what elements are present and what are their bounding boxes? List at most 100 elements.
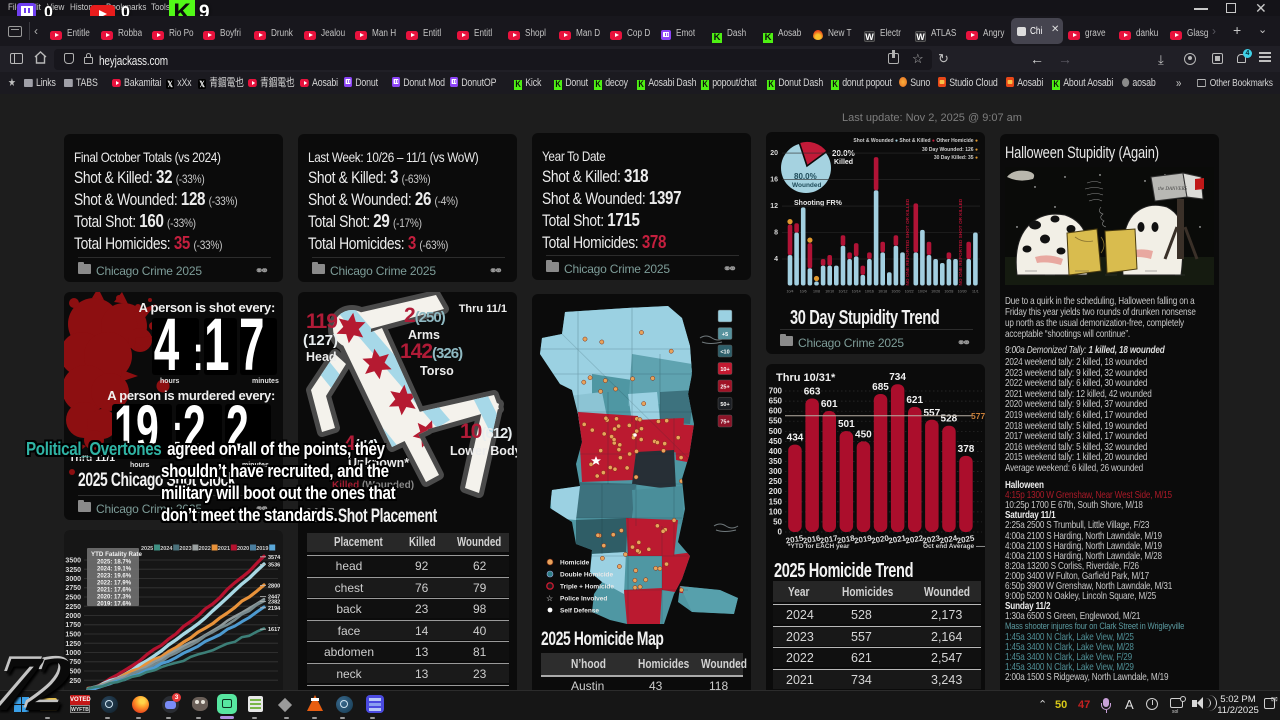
svg-text:+5: +5 [722, 332, 728, 338]
svg-text:150: 150 [769, 497, 783, 506]
svg-text:2019: 2019 [256, 546, 268, 552]
svg-text:250: 250 [769, 477, 783, 486]
svg-text:2750: 2750 [65, 585, 81, 592]
svg-text:2022: 2022 [199, 546, 211, 552]
svg-text:650: 650 [769, 397, 783, 406]
svg-text:2025: 2025 [956, 533, 976, 545]
svg-text:10/20: 10/20 [891, 290, 900, 294]
svg-text:434: 434 [787, 433, 804, 444]
svg-text:2019: 17.6%: 2019: 17.6% [97, 602, 132, 608]
svg-text:2250: 2250 [65, 604, 81, 611]
svg-text:300: 300 [769, 467, 783, 476]
svg-text:10/26: 10/26 [931, 290, 940, 294]
svg-text:Killed: Killed [834, 159, 853, 166]
svg-text:☆: ☆ [546, 594, 553, 603]
svg-text:10/6: 10/6 [800, 290, 807, 294]
svg-text:10/22: 10/22 [905, 290, 914, 294]
svg-text:2800: 2800 [268, 583, 280, 589]
svg-text:2023: 2023 [179, 546, 191, 552]
svg-text:1750: 1750 [65, 622, 81, 629]
svg-text:2020: 2020 [237, 546, 249, 552]
svg-text:1250: 1250 [65, 641, 81, 648]
svg-text:1000: 1000 [65, 650, 81, 657]
svg-text:10/28: 10/28 [944, 290, 953, 294]
svg-text:2024: 19.1%: 2024: 19.1% [97, 567, 132, 573]
svg-text:2000: 2000 [65, 613, 81, 620]
svg-text:Oct end Average ——: Oct end Average —— [923, 543, 985, 550]
svg-text:Shooting FR%: Shooting FR% [794, 200, 843, 207]
svg-text:11/1: 11/1 [972, 290, 979, 294]
svg-text:557: 557 [923, 408, 940, 419]
svg-text:2021: 2021 [888, 533, 908, 545]
svg-text:Police Involved: Police Involved [560, 596, 607, 603]
svg-text:NO ONE REPORTED SHOT OR KILLED: NO ONE REPORTED SHOT OR KILLED [905, 198, 910, 285]
svg-text:0: 0 [778, 528, 783, 537]
svg-text:Wounded: Wounded [792, 182, 822, 189]
svg-text:12: 12 [770, 203, 778, 210]
svg-text:10/12: 10/12 [839, 290, 848, 294]
svg-text:601: 601 [821, 399, 838, 410]
svg-text:2021: 2021 [218, 546, 230, 552]
svg-text:1617: 1617 [268, 627, 280, 633]
svg-text:200: 200 [769, 487, 783, 496]
svg-text:378: 378 [958, 444, 975, 455]
svg-text:3536: 3536 [268, 563, 280, 569]
svg-text:16: 16 [770, 177, 778, 184]
svg-text:Double Homicide: Double Homicide [560, 572, 613, 579]
svg-text:Homicide: Homicide [560, 560, 590, 567]
svg-text:600: 600 [769, 407, 783, 416]
svg-text:*YTD for EACH year: *YTD for EACH year [788, 543, 850, 550]
svg-text:400: 400 [769, 447, 783, 456]
svg-text:2020: 17.3%: 2020: 17.3% [97, 595, 132, 601]
svg-text:2022: 17.9%: 2022: 17.9% [97, 581, 132, 587]
svg-text:Self Defense: Self Defense [560, 608, 599, 615]
svg-text:10/16: 10/16 [865, 290, 874, 294]
svg-text:2017: 2017 [819, 533, 839, 545]
svg-text:3000: 3000 [65, 576, 81, 583]
svg-text:2023: 19.6%: 2023: 19.6% [97, 574, 132, 580]
svg-text:577: 577 [971, 411, 985, 421]
svg-text:2022: 2022 [905, 533, 925, 545]
svg-text:685: 685 [872, 382, 889, 393]
svg-text:2024: 2024 [160, 546, 173, 552]
svg-text:30 Day Wounded: 126 ●: 30 Day Wounded: 126 ● [922, 147, 978, 153]
svg-text:2021: 17.6%: 2021: 17.6% [97, 588, 132, 594]
svg-text:621: 621 [906, 395, 923, 406]
svg-text:2018: 2018 [836, 533, 856, 545]
svg-text:3250: 3250 [65, 567, 81, 574]
svg-text:501: 501 [838, 419, 855, 430]
svg-text:10/14: 10/14 [852, 290, 861, 294]
svg-text:1500: 1500 [65, 632, 81, 639]
svg-text:2194: 2194 [268, 606, 281, 612]
svg-text:10+: 10+ [720, 367, 729, 373]
svg-text:2016: 2016 [802, 533, 822, 545]
svg-text:700: 700 [769, 387, 783, 396]
svg-text:2024: 2024 [939, 533, 959, 545]
svg-text:Shot & Wounded ● Shot & Killed: Shot & Wounded ● Shot & Killed ● Other H… [853, 138, 978, 144]
svg-text:2500: 2500 [65, 595, 81, 602]
svg-text:500: 500 [69, 669, 81, 676]
svg-text:2025: 2025 [141, 546, 153, 552]
svg-text:450: 450 [769, 437, 783, 446]
svg-text:YTD Fatality Rate: YTD Fatality Rate [91, 551, 142, 558]
svg-text:350: 350 [769, 457, 783, 466]
svg-text:50+: 50+ [720, 402, 729, 408]
svg-text:80.0%: 80.0% [794, 172, 817, 181]
svg-text:10/18: 10/18 [878, 290, 887, 294]
svg-text:10/30: 10/30 [958, 290, 967, 294]
svg-text:250: 250 [69, 678, 81, 685]
svg-text:30 Day Killed: 35 ●: 30 Day Killed: 35 ● [934, 155, 978, 161]
svg-text:2020: 2020 [871, 533, 891, 545]
svg-text:450: 450 [855, 429, 872, 440]
svg-text:the DANVERS: the DANVERS [1158, 187, 1188, 192]
svg-text:100: 100 [769, 507, 783, 516]
svg-text:500: 500 [769, 427, 783, 436]
svg-text:550: 550 [769, 417, 783, 426]
svg-text:2447: 2447 [268, 595, 280, 601]
svg-text:50: 50 [773, 517, 782, 526]
svg-text:20.0%: 20.0% [832, 149, 855, 158]
svg-text:2019: 2019 [853, 533, 873, 545]
svg-text:2023: 2023 [922, 533, 942, 545]
svg-text:2015: 2015 [785, 533, 805, 545]
svg-text:734: 734 [889, 372, 906, 383]
